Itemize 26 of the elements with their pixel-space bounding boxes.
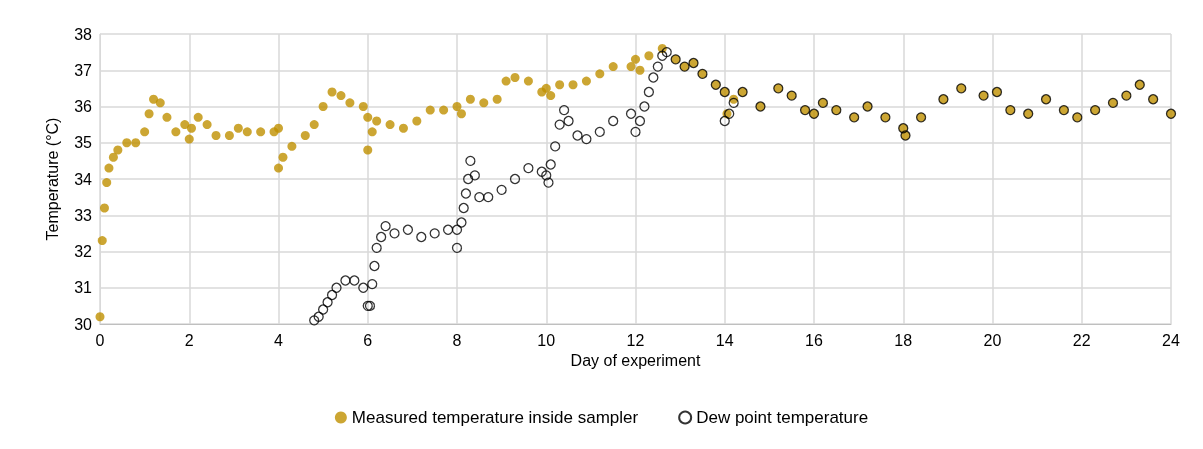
x-tick-label: 4 <box>274 331 284 349</box>
y-tick-label: 30 <box>74 315 93 333</box>
y-tick-label: 37 <box>74 61 93 79</box>
y-tick-label: 36 <box>74 98 93 115</box>
x-axis-title: Day of experiment <box>570 352 701 370</box>
legend-label: Dew point temperature <box>696 408 869 427</box>
y-tick-label: 38 <box>74 25 93 43</box>
x-tick-label: 2 <box>184 331 194 349</box>
y-tick-label: 31 <box>74 279 93 297</box>
y-tick-label: 33 <box>74 206 93 224</box>
x-tick-label: 10 <box>537 331 556 349</box>
y-tick-label: 35 <box>74 134 93 152</box>
x-tick-label: 18 <box>894 331 913 349</box>
x-tick-label: 12 <box>626 331 645 349</box>
y-tick-label: 32 <box>74 243 93 260</box>
legend-label: Measured temperature inside sampler <box>351 408 639 427</box>
x-tick-label: 20 <box>983 331 1002 349</box>
x-tick-label: 24 <box>1162 331 1180 349</box>
x-tick-label: 14 <box>715 331 734 349</box>
x-tick-label: 0 <box>95 331 105 349</box>
x-tick-label: 8 <box>452 331 462 349</box>
y-tick-label: 34 <box>74 170 93 188</box>
x-tick-label: 6 <box>363 331 373 349</box>
x-tick-label: 22 <box>1072 331 1091 349</box>
x-tick-label: 16 <box>805 331 823 349</box>
y-axis-title: Temperature (°C) <box>43 117 61 241</box>
